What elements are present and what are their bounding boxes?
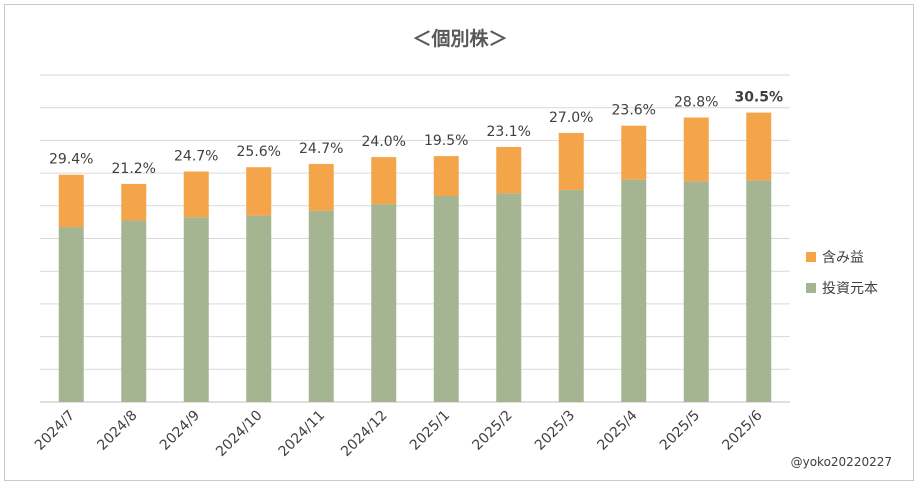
x-tick-label-2024/9: 2024/9	[157, 408, 203, 454]
bar-unrealized-gain-2025/4	[621, 125, 647, 180]
bar-principal-2024/8	[121, 220, 147, 402]
bar-unrealized-gain-2024/8	[121, 183, 147, 221]
bar-unrealized-gain-2025/1	[433, 156, 459, 196]
x-tick-label-2025/3: 2025/3	[532, 408, 578, 454]
data-label-2024/10: 25.6%	[237, 144, 281, 160]
data-labels: 29.4% 21.2% 24.7% 25.6% 24.7% 24.0% 19.5% 23.1%…	[49, 90, 783, 177]
legend-label-principal: 投資元本	[822, 281, 878, 297]
bar-unrealized-gain-2024/10	[246, 167, 272, 216]
data-label-2024/11: 24.7%	[299, 141, 343, 157]
bar-unrealized-gain-2025/2	[496, 146, 522, 194]
gridlines	[40, 74, 790, 403]
x-tick-label-2025/2: 2025/2	[469, 408, 515, 454]
x-tick-label-2024/8: 2024/8	[94, 408, 140, 454]
chart-title: ＜個別株＞	[412, 27, 507, 50]
data-label-2025/3: 27.0%	[549, 110, 593, 126]
bar-unrealized-gain-2025/3	[558, 132, 584, 191]
x-tick-label-2025/4: 2025/4	[594, 407, 640, 453]
bar-principal-2024/7	[58, 227, 84, 402]
legend-label-unrealized-gain: 含み益	[822, 250, 864, 266]
bar-principal-2025/1	[433, 195, 459, 402]
data-label-2025/4: 23.6%	[612, 103, 656, 119]
data-label-2024/8: 21.2%	[112, 161, 156, 177]
bar-unrealized-gain-2025/6	[746, 112, 772, 181]
bar-unrealized-gain-2024/11	[308, 163, 334, 211]
data-label-2025/5: 28.8%	[674, 95, 718, 111]
x-tick-label-2025/5: 2025/5	[657, 408, 703, 454]
x-tick-label-2025/6: 2025/6	[719, 407, 765, 453]
x-tick-label-2024/11: 2024/11	[276, 408, 328, 460]
data-label-2025/1: 19.5%	[424, 133, 468, 149]
x-tick-label-2024/7: 2024/7	[32, 408, 78, 454]
x-tick-label-2024/12: 2024/12	[338, 408, 390, 460]
legend-swatch-unrealized-gain	[806, 252, 816, 262]
bar-principal-2025/5	[683, 181, 709, 402]
x-tick-label-2024/10: 2024/10	[213, 408, 265, 460]
data-label-2024/12: 24.0%	[362, 134, 406, 150]
bar-principal-2025/6	[746, 180, 772, 402]
data-label-2025/6: 30.5%	[734, 90, 783, 106]
x-tick-labels: 2024/7 2024/8 2024/9 2024/10 2024/11 2024/12 2…	[32, 407, 766, 460]
legend: 含み益 投資元本	[806, 250, 878, 297]
credit-text: @yoko20220227	[791, 455, 892, 469]
data-label-2025/2: 23.1%	[487, 124, 531, 140]
bar-unrealized-gain-2025/5	[683, 117, 709, 182]
bar-principal-2024/10	[246, 215, 272, 402]
bar-principal-2025/4	[621, 179, 647, 402]
bars	[58, 112, 772, 402]
legend-swatch-principal	[806, 283, 816, 293]
bar-principal-2024/12	[371, 204, 397, 402]
bar-unrealized-gain-2024/7	[58, 174, 84, 228]
data-label-2024/7: 29.4%	[49, 152, 93, 168]
x-tick-label-2025/1: 2025/1	[407, 408, 453, 454]
bar-principal-2025/2	[496, 193, 522, 402]
data-label-2024/9: 24.7%	[174, 148, 218, 164]
bar-unrealized-gain-2024/9	[183, 171, 209, 218]
bar-principal-2024/9	[183, 217, 209, 402]
bar-unrealized-gain-2024/12	[371, 157, 397, 205]
bar-principal-2024/11	[308, 210, 334, 402]
bar-principal-2025/3	[558, 190, 584, 402]
